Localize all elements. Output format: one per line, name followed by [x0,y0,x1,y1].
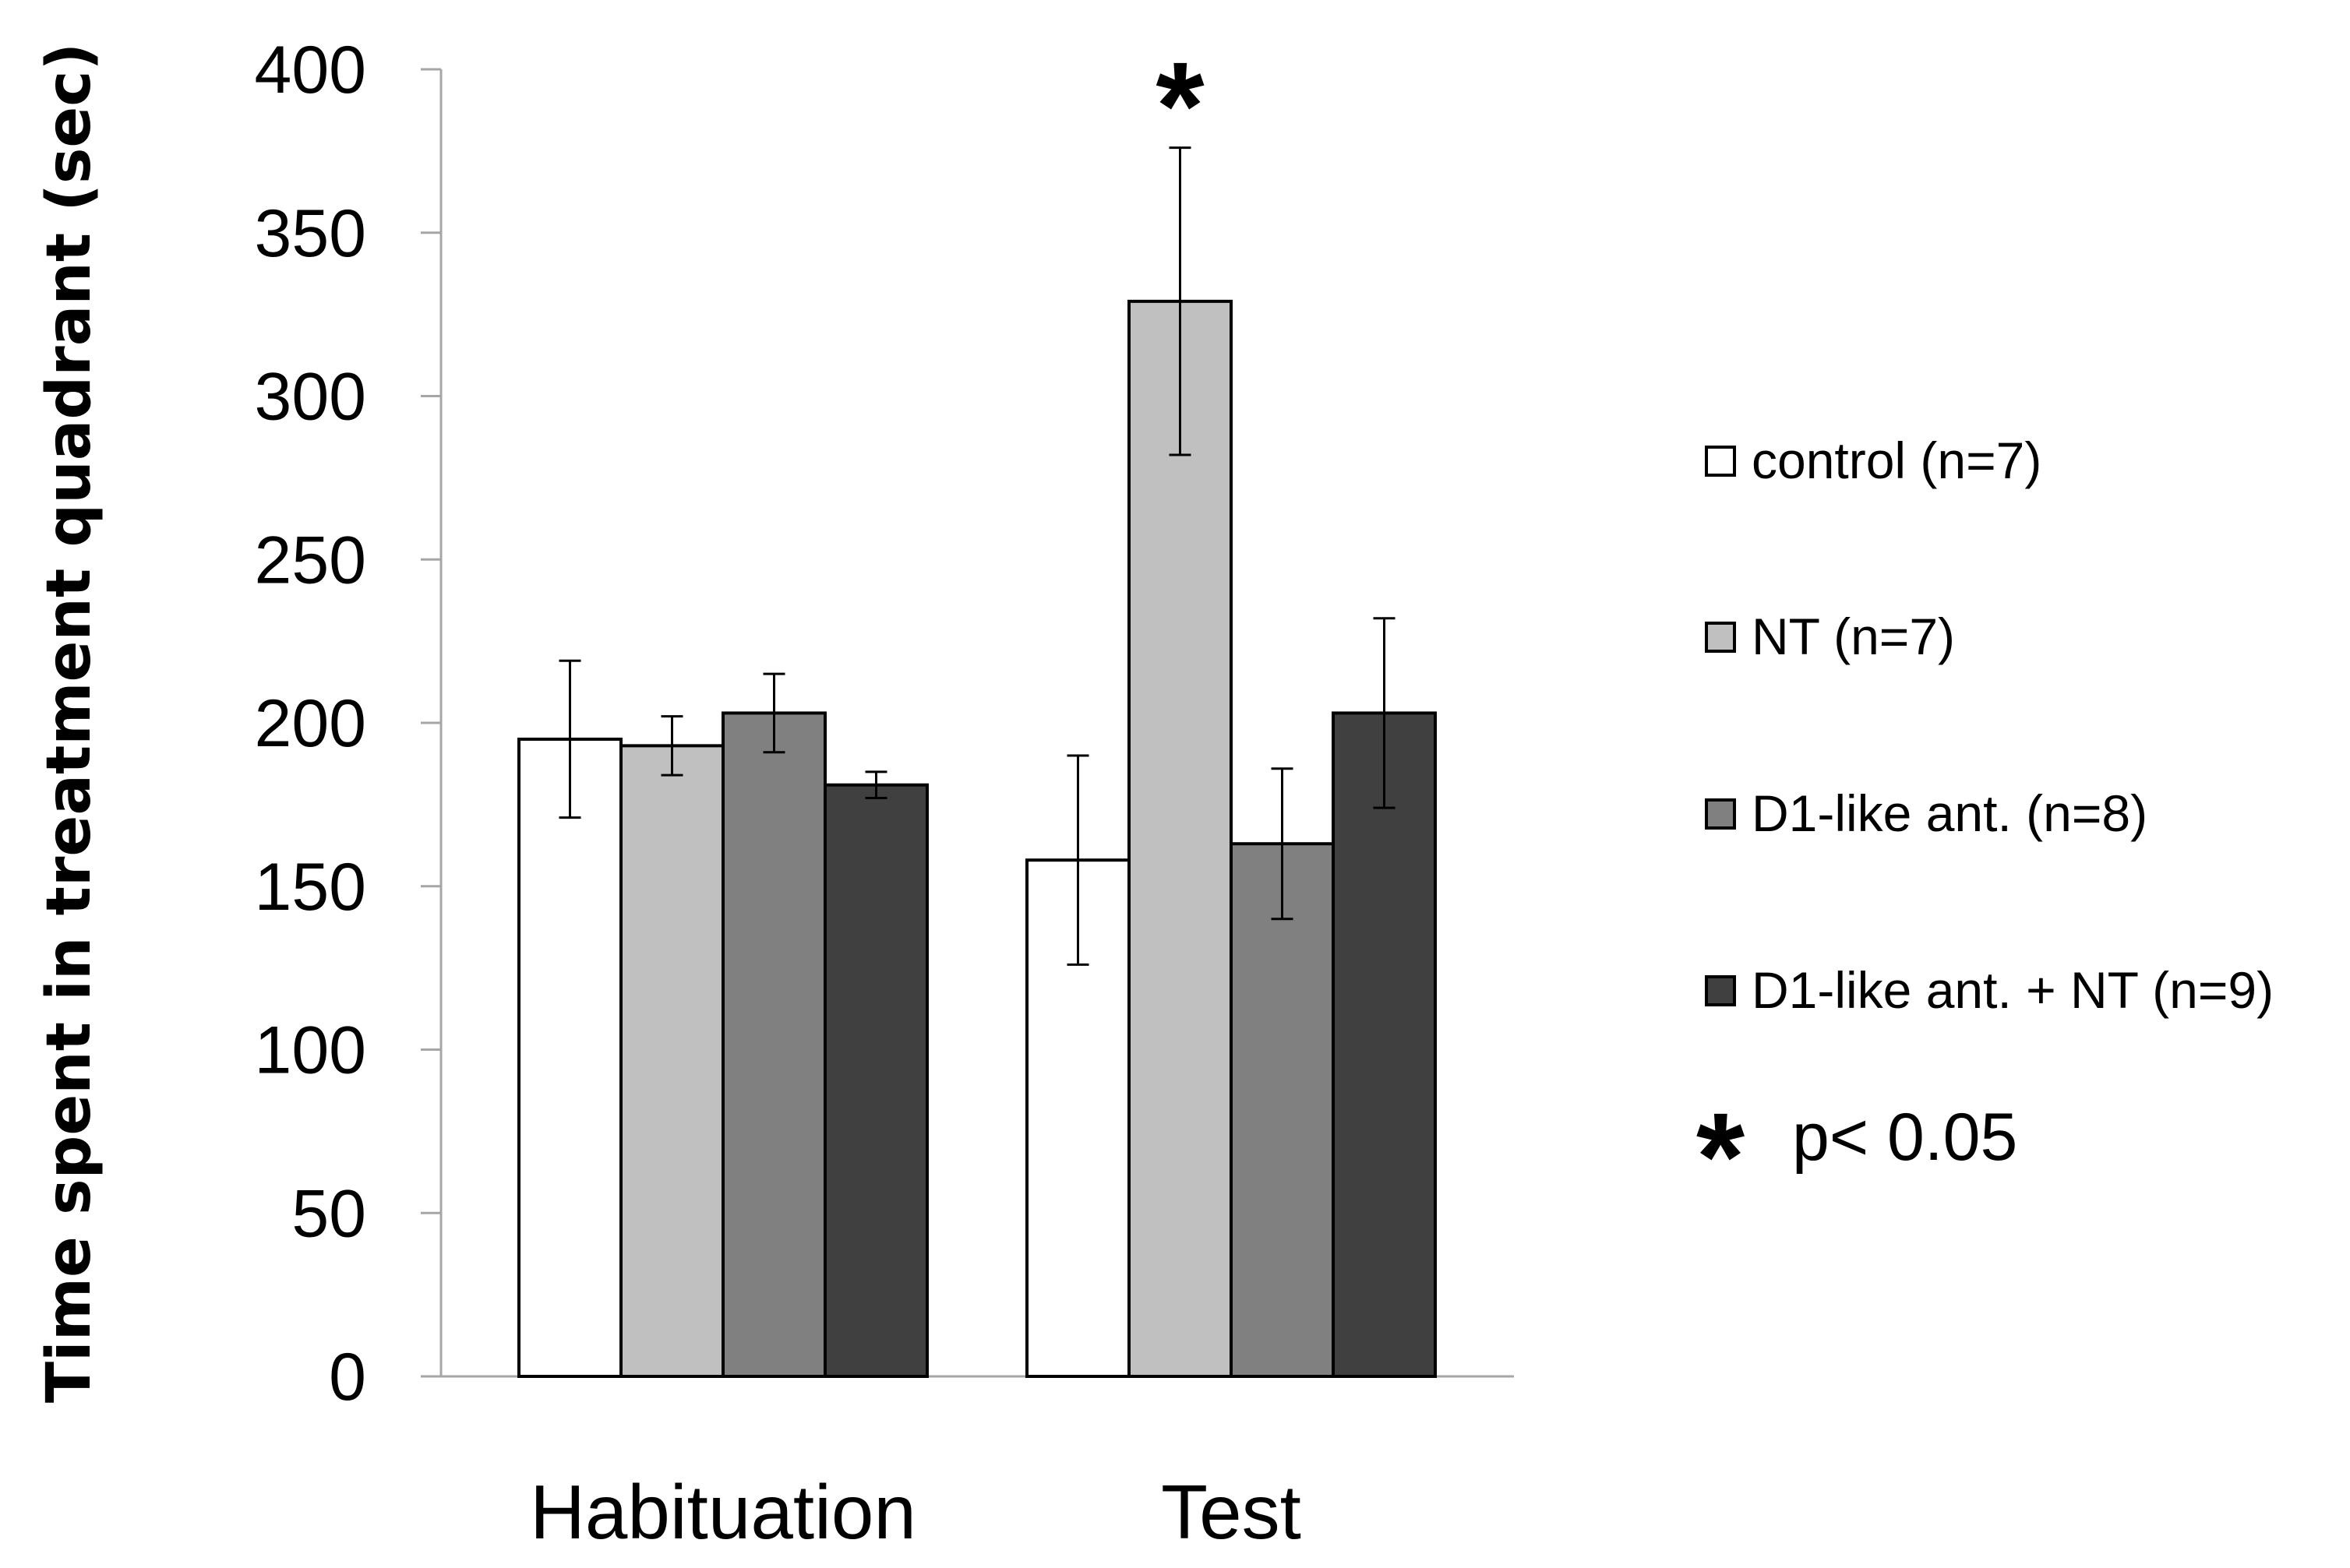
significance-marker: * [1156,36,1205,175]
legend-label: control (n=7) [1752,432,2041,489]
legend-swatch [1705,622,1736,653]
bar [517,737,623,1378]
legend-label: D1-like ant. + NT (n=9) [1752,961,2274,1019]
y-tick-label: 50 [291,1176,366,1251]
bar [1127,299,1233,1379]
axes: 0 50 100 150 200 250 300 350 400 [255,33,1514,1415]
y-axis-title: Time spent in treatment quadrant (sec) [34,43,104,1403]
x-category-label: Test [1161,1469,1301,1555]
legend-label: NT (n=7) [1752,608,1955,665]
y-tick-label: 350 [255,196,367,271]
bar [824,783,929,1378]
labels: Time spent in treatment quadrant (sec) Ha… [34,36,1301,1555]
error-bars [559,146,1396,966]
y-tick-label: 250 [255,523,367,597]
bar [619,744,725,1378]
y-tick-label: 400 [255,33,367,107]
bar [1230,842,1335,1378]
legend-significance-symbol: * [1696,1087,1745,1226]
y-tick-label: 0 [329,1340,366,1415]
legend-swatch [1705,798,1736,830]
legend-swatch [1705,975,1736,1006]
bar [722,711,827,1378]
legend: control (n=7) NT (n=7) D1-like ant. (n=8) D… [1696,432,2274,1226]
legend-label: D1-like ant. (n=8) [1752,784,2147,842]
y-tick-label: 200 [255,686,367,761]
y-tick-label: 150 [255,850,367,925]
y-tick-label: 300 [255,360,367,435]
bar [1332,711,1437,1378]
legend-swatch [1705,446,1736,477]
bars [517,299,1437,1379]
legend-significance-label: p< 0.05 [1792,1100,2017,1175]
x-category-label: Habituation [530,1469,916,1555]
y-tick-label: 100 [255,1013,367,1088]
